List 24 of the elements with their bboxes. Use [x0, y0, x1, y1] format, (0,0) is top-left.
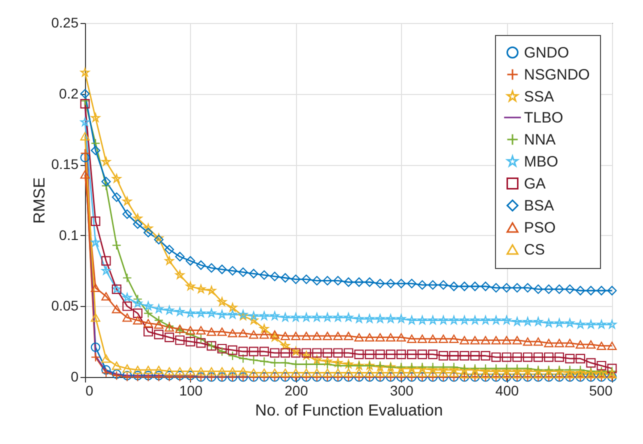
legend-label: SSA	[524, 88, 554, 106]
legend-label: GNDO	[524, 44, 569, 62]
legend-label: NNA	[524, 132, 556, 148]
x-axis-title: No. of Function Evaluation	[255, 402, 443, 420]
y-tick-label: 0.2	[59, 85, 79, 102]
y-tick-label: 0.1	[59, 226, 79, 243]
legend-label: BSA	[524, 198, 554, 214]
legend-label: NSGNDO	[524, 66, 590, 84]
legend-label: GA	[524, 176, 546, 192]
x-tick-label: 0	[86, 382, 94, 398]
y-tick-label: 0	[70, 368, 79, 384]
y-axis-title: RMSE	[31, 177, 48, 224]
y-tick-label: 0.25	[51, 14, 79, 30]
y-tick-label: 0.05	[51, 298, 79, 314]
x-tick-label: 400	[495, 382, 519, 398]
y-tick-label: 0.15	[51, 156, 79, 172]
x-tick-label: 300	[390, 382, 414, 398]
x-tick-label: 200	[284, 382, 308, 398]
x-tick-label: 100	[179, 382, 203, 398]
x-tick-label: 500	[589, 382, 613, 398]
legend-label: CS	[524, 242, 545, 258]
legend-label: PSO	[524, 220, 556, 236]
legend-label: TLBO	[524, 110, 564, 126]
legend-label: MBO	[524, 154, 558, 170]
